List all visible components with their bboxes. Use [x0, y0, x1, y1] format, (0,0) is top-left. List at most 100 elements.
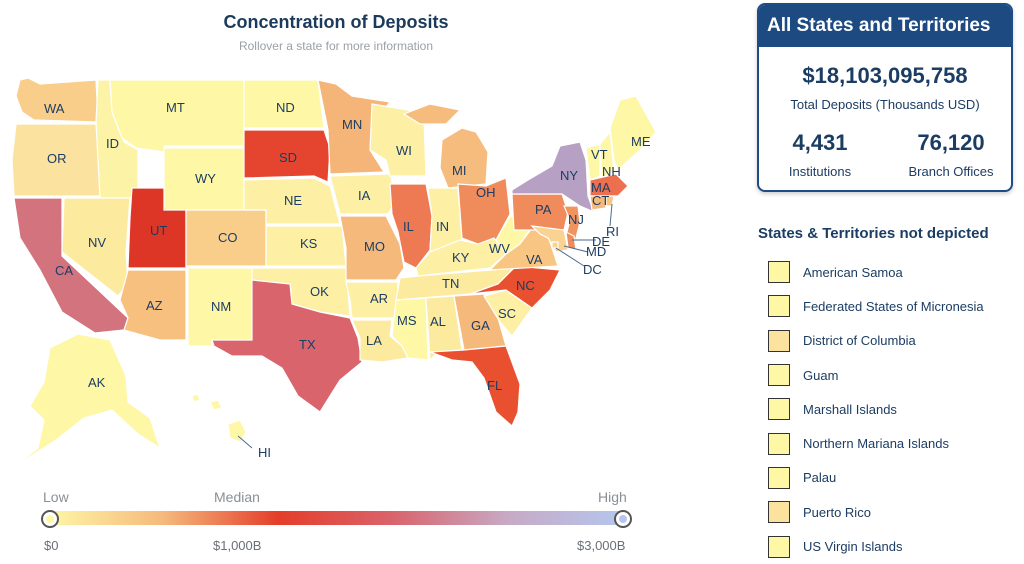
- label-ak: AK: [88, 375, 106, 390]
- label-ky: KY: [452, 250, 470, 265]
- institutions-value: 4,431: [792, 130, 848, 155]
- state-nc[interactable]: [469, 265, 561, 309]
- state-ky[interactable]: [415, 237, 507, 277]
- state-ar[interactable]: [345, 281, 399, 319]
- state-md[interactable]: [530, 225, 569, 253]
- state-hi-2[interactable]: [209, 399, 223, 411]
- label-md: MD: [586, 244, 606, 259]
- summary-card: All States and Territories $18,103,095,7…: [757, 3, 1013, 192]
- state-ny[interactable]: [511, 141, 596, 214]
- not-depicted-title: States & Territories not depicted: [758, 225, 989, 242]
- territory-label: American Samoa: [803, 264, 903, 280]
- label-va: VA: [526, 252, 543, 267]
- label-me: ME: [631, 134, 651, 149]
- label-oh: OH: [476, 185, 496, 200]
- not-depicted-item[interactable]: American Samoa: [768, 255, 984, 289]
- state-nh[interactable]: [599, 130, 615, 179]
- territory-label: Puerto Rico: [803, 504, 871, 520]
- territory-label: Palau: [803, 470, 837, 486]
- label-pa: PA: [535, 202, 552, 217]
- territory-label: Marshall Islands: [803, 401, 897, 417]
- not-depicted-item[interactable]: Guam: [768, 358, 984, 392]
- label-nc: NC: [516, 278, 535, 293]
- label-la: LA: [366, 333, 382, 348]
- color-swatch: [768, 261, 790, 284]
- state-me[interactable]: [609, 95, 657, 172]
- state-hi-3[interactable]: [191, 393, 201, 403]
- legend-low-label: Low: [43, 489, 69, 505]
- us-map: WA OR CA ID NV MT WY UT AZ CO NM ND SD N…: [9, 77, 657, 471]
- color-swatch: [768, 535, 790, 558]
- state-az[interactable]: [119, 269, 187, 341]
- state-dc[interactable]: [551, 241, 559, 249]
- not-depicted-item[interactable]: Federated States of Micronesia: [768, 289, 984, 323]
- state-hi[interactable]: [227, 419, 247, 443]
- label-al: AL: [430, 314, 446, 329]
- state-or[interactable]: [11, 123, 101, 197]
- label-ga: GA: [471, 318, 490, 333]
- label-id: ID: [106, 136, 119, 151]
- color-swatch: [768, 329, 790, 352]
- label-sc: SC: [498, 306, 516, 321]
- label-nv: NV: [88, 235, 106, 250]
- legend-high-handle[interactable]: [614, 510, 632, 528]
- label-nh: NH: [602, 164, 621, 179]
- state-mi[interactable]: [439, 127, 489, 189]
- color-swatch: [768, 398, 790, 421]
- label-mn: MN: [342, 117, 362, 132]
- state-ak[interactable]: [9, 333, 162, 471]
- label-tx: TX: [299, 337, 316, 352]
- summary-heading: All States and Territories: [759, 5, 1011, 47]
- not-depicted-item[interactable]: US Virgin Islands: [768, 529, 984, 563]
- state-fl[interactable]: [429, 345, 521, 427]
- legend-low-handle[interactable]: [41, 510, 59, 528]
- legend-color-scale: [48, 511, 624, 525]
- territory-label: District of Columbia: [803, 333, 916, 349]
- state-tx[interactable]: [211, 279, 363, 413]
- state-mi-up[interactable]: [402, 103, 462, 125]
- state-sd[interactable]: [243, 129, 331, 183]
- state-de[interactable]: [565, 230, 577, 251]
- state-ma[interactable]: [589, 173, 629, 197]
- territory-label: Federated States of Micronesia: [803, 298, 984, 314]
- label-mi: MI: [452, 163, 466, 178]
- map-subtitle: Rollover a state for more information: [238, 39, 434, 53]
- state-ne[interactable]: [243, 177, 341, 225]
- label-mt: MT: [166, 100, 185, 115]
- legend-max-value: $3,000B: [577, 538, 626, 553]
- label-ri: RI: [606, 224, 619, 239]
- state-nd[interactable]: [243, 79, 325, 129]
- label-nj: NJ: [568, 212, 584, 227]
- not-depicted-item[interactable]: Puerto Rico: [768, 495, 984, 529]
- branches-label: Branch Offices: [908, 164, 994, 179]
- institutions-label: Institutions: [788, 164, 852, 179]
- label-hi: HI: [258, 445, 271, 460]
- label-ny: NY: [560, 168, 578, 183]
- not-depicted-item[interactable]: Northern Mariana Islands: [768, 426, 984, 460]
- not-depicted-item[interactable]: Palau: [768, 461, 984, 495]
- ri-leader: [609, 203, 613, 227]
- state-mt[interactable]: [109, 79, 245, 153]
- state-ca[interactable]: [13, 197, 129, 334]
- label-ks: KS: [300, 236, 318, 251]
- color-swatch: [768, 295, 790, 318]
- label-tn: TN: [442, 276, 459, 291]
- state-vt[interactable]: [585, 143, 601, 181]
- hi-leader: [237, 435, 253, 449]
- label-ok: OK: [310, 284, 329, 299]
- label-mo: MO: [364, 239, 385, 254]
- label-ne: NE: [284, 193, 302, 208]
- state-mo[interactable]: [339, 215, 405, 281]
- state-ga[interactable]: [453, 293, 507, 351]
- label-az: AZ: [146, 298, 163, 313]
- legend-high-label: High: [598, 489, 627, 505]
- label-ct: CT: [592, 193, 609, 208]
- label-wy: WY: [195, 171, 216, 186]
- label-sd: SD: [279, 150, 297, 165]
- label-wv: WV: [489, 241, 510, 256]
- label-de: DE: [592, 234, 610, 249]
- not-depicted-item[interactable]: Marshall Islands: [768, 392, 984, 426]
- label-ut: UT: [150, 223, 167, 238]
- state-ct[interactable]: [589, 195, 607, 211]
- not-depicted-item[interactable]: District of Columbia: [768, 324, 984, 358]
